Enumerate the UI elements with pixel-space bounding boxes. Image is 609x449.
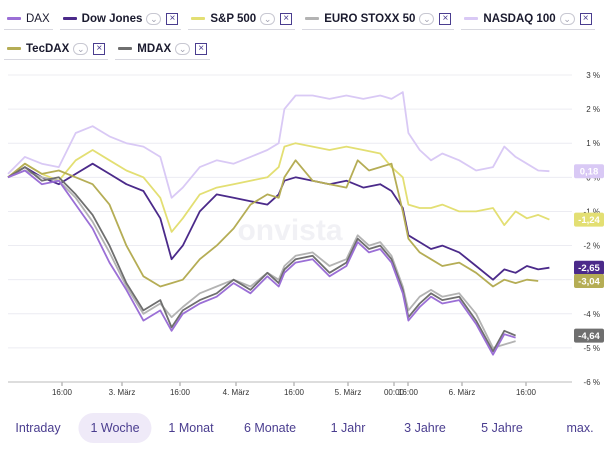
timeframe-intraday[interactable]: Intraday xyxy=(15,421,61,435)
chevron-down-icon[interactable]: ⌄ xyxy=(559,12,575,25)
timeframe-5-jahre[interactable]: 5 Jahre xyxy=(481,421,523,435)
close-icon[interactable]: × xyxy=(93,42,106,55)
x-tick-label: 16:00 xyxy=(284,388,305,397)
end-value-badge xyxy=(574,212,604,227)
index-legend: DAX Dow Jones ⌄ × S&P 500 ⌄ × EURO STOXX 50 ⌄ × NA… xyxy=(4,6,604,66)
x-tick-label: 16:00 xyxy=(52,388,73,397)
y-tick-label: 1 % xyxy=(586,139,600,148)
x-tick-label: 00:00 xyxy=(384,388,405,397)
y-tick-label: -6 % xyxy=(584,378,600,387)
end-value-label: -4,64 xyxy=(578,331,600,342)
series-color-swatch xyxy=(464,17,479,20)
performance-chart[interactable]: onvista 3 %2 %1 %0 %-1 %-2 %-3 %-4 %-5 %… xyxy=(0,60,609,410)
series-color-swatch xyxy=(191,17,206,20)
timeframe-selector: Intraday 1 Woche 1 Monat 6 Monate 1 Jahr 3 Ja… xyxy=(0,410,609,446)
legend-row: TecDAX ⌄ × MDAX ⌄ × xyxy=(4,36,604,62)
legend-label: MDAX xyxy=(137,42,172,55)
timeframe-1-jahr[interactable]: 1 Jahr xyxy=(330,421,366,435)
x-tick-label: 16:00 xyxy=(398,388,419,397)
series-line-nasdaq-100 xyxy=(7,91,550,199)
end-value-label: -2,65 xyxy=(578,263,600,274)
close-icon[interactable]: × xyxy=(195,42,208,55)
timeframe-1-woche[interactable]: 1 Woche xyxy=(78,413,152,443)
end-value-badge xyxy=(574,164,604,179)
legend-label: NASDAQ 100 xyxy=(483,12,556,25)
series-line-mdax xyxy=(7,166,516,353)
timeframe-3-jahre[interactable]: 3 Jahre xyxy=(404,421,446,435)
end-value-label: -1,24 xyxy=(578,215,600,226)
y-tick-label: 3 % xyxy=(586,71,600,80)
y-tick-label: -2 % xyxy=(584,242,600,251)
close-icon[interactable]: × xyxy=(439,12,452,25)
legend-label: S&P 500 xyxy=(210,12,257,25)
end-value-badge xyxy=(574,328,604,343)
legend-label: TecDAX xyxy=(26,42,70,55)
series-color-swatch xyxy=(305,17,320,20)
x-tick-label: 5. März xyxy=(335,388,362,397)
x-tick-label: 16:00 xyxy=(170,388,191,397)
close-icon[interactable]: × xyxy=(579,12,592,25)
timeframe-1-monat[interactable]: 1 Monat xyxy=(168,421,214,435)
chevron-down-icon[interactable]: ⌄ xyxy=(73,42,89,55)
end-value-badge xyxy=(574,274,604,289)
x-tick-label: 6. März xyxy=(449,388,476,397)
end-value-label: -3,04 xyxy=(578,277,600,288)
legend-item-mdax[interactable]: MDAX ⌄ × xyxy=(115,38,211,60)
series-color-swatch xyxy=(118,47,133,50)
legend-item-stoxx[interactable]: EURO STOXX 50 ⌄ × xyxy=(302,8,455,30)
end-value-badge xyxy=(574,260,604,275)
close-icon[interactable]: × xyxy=(166,12,179,25)
legend-item-nasdaq[interactable]: NASDAQ 100 ⌄ × xyxy=(461,8,595,30)
chevron-down-icon[interactable]: ⌄ xyxy=(175,42,191,55)
legend-label: Dow Jones xyxy=(81,12,143,25)
close-icon[interactable]: × xyxy=(280,12,293,25)
end-value-label: 0,18 xyxy=(580,167,599,178)
series-line-tecdax xyxy=(7,159,539,288)
legend-label: EURO STOXX 50 xyxy=(324,12,416,25)
timeframe-6-monate[interactable]: 6 Monate xyxy=(243,421,297,435)
series-color-swatch xyxy=(7,17,21,20)
legend-row: DAX Dow Jones ⌄ × S&P 500 ⌄ × EURO STOXX 50 ⌄ × NA… xyxy=(4,6,604,32)
legend-item-dax[interactable]: DAX xyxy=(4,8,53,30)
chevron-down-icon[interactable]: ⌄ xyxy=(260,12,276,25)
x-tick-label: 4. März xyxy=(223,388,250,397)
series-color-swatch xyxy=(62,17,77,20)
series-line-euro-stoxx-50 xyxy=(7,169,516,349)
y-tick-label: -1 % xyxy=(584,207,600,216)
x-tick-label: 16:00 xyxy=(516,388,537,397)
legend-item-sp500[interactable]: S&P 500 ⌄ × xyxy=(188,8,296,30)
legend-item-tecdax[interactable]: TecDAX ⌄ × xyxy=(4,38,109,60)
series-line-dow-jones xyxy=(7,162,550,281)
y-tick-label: -4 % xyxy=(584,310,600,319)
series-line-dax xyxy=(7,169,516,356)
y-tick-label: 2 % xyxy=(586,105,600,114)
timeframe-max[interactable]: max. xyxy=(566,421,594,435)
series-line-s-p-500 xyxy=(7,142,550,233)
x-tick-label: 3. März xyxy=(109,388,136,397)
chevron-down-icon[interactable]: ⌄ xyxy=(419,12,435,25)
legend-label: DAX xyxy=(26,12,50,25)
series-color-swatch xyxy=(7,47,21,50)
legend-item-dow[interactable]: Dow Jones ⌄ × xyxy=(59,8,182,30)
onvista-watermark: onvista xyxy=(237,214,342,247)
y-tick-label: -5 % xyxy=(584,344,600,353)
chevron-down-icon[interactable]: ⌄ xyxy=(146,12,162,25)
